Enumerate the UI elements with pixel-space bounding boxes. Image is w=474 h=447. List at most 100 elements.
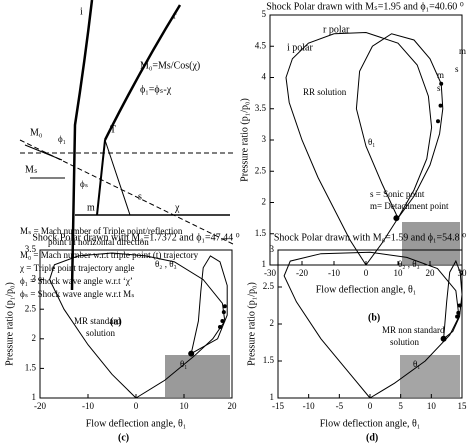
x-tick-label: -20	[34, 401, 46, 411]
y-tick-label: 1.5	[263, 355, 275, 365]
panel-label: (c)	[118, 432, 129, 443]
label: i	[80, 6, 83, 17]
chart-title: Shock Polar drawn with Mₛ=1.95 and ϕ₁=40…	[266, 1, 463, 12]
x-tick-label: 0	[134, 401, 139, 411]
point	[456, 310, 461, 315]
point	[393, 215, 400, 222]
y-tick-label: 1.5	[255, 228, 267, 238]
annotation: θ₁	[413, 359, 420, 369]
arrow-m0	[24, 144, 63, 161]
label: M₀	[30, 127, 43, 138]
y-axis-label: Pressure ratio (p₁/p₀)	[4, 282, 15, 366]
incident-shock	[70, 0, 94, 291]
x-tick-label: -20	[296, 268, 308, 278]
polar-curve	[285, 31, 433, 266]
series-label: r polar	[323, 24, 350, 35]
x-axis-label: Flow deflection angle, θ₁	[86, 418, 186, 429]
x-tick-label: 10	[180, 401, 190, 411]
x-tick-label: -5	[336, 401, 344, 411]
y-tick-label: 4	[262, 72, 267, 82]
y-axis-label: Pressure ratio (p₁/p₀)	[239, 98, 250, 182]
chart-title: Shock Polar drawn with M₀=1.7372 and ϕ₁=…	[32, 232, 239, 243]
y-tick-label: 1	[262, 259, 267, 269]
x-axis-label: Flow deflection angle, θ₁	[316, 284, 416, 295]
inset-photo	[400, 355, 460, 397]
legend-line: Mₛ = Mach number of Triple point/reflect…	[20, 226, 183, 236]
y-tick-label: 2.5	[263, 281, 275, 291]
x-tick-label: 15	[458, 401, 468, 411]
legend-line: M₀ = Mach number w.r.t triple point (t) …	[20, 250, 199, 260]
slip-line	[104, 139, 131, 216]
x-axis-label: Flow deflection angle, θ₁	[320, 418, 420, 429]
equation: M₀=Ms/Cos(χ)	[140, 60, 200, 71]
y-tick-label: 2.5	[25, 303, 37, 313]
y-tick-label: 3	[262, 134, 267, 144]
y-tick-label: 3	[270, 244, 275, 254]
label: ϕₛ	[80, 179, 88, 189]
annotation: solution	[390, 337, 420, 347]
label: T	[110, 124, 116, 135]
label: m	[87, 202, 95, 213]
point	[457, 303, 462, 308]
x-tick-label: -30	[264, 268, 276, 278]
point	[440, 335, 447, 342]
point	[222, 304, 227, 309]
y-tick-label: 5	[262, 9, 267, 19]
y-tick-label: 3.5	[255, 103, 267, 113]
polar-curve	[283, 251, 460, 399]
point	[439, 81, 444, 86]
y-tick-label: 2	[32, 333, 37, 343]
annotation: θ₂ , θ₃	[398, 259, 420, 269]
diagram-text: i r M₀ ϕ₁ T Mₛ ϕₛ m s χ M₀=Ms/Cos(χ) ϕ₁=…	[19, 6, 200, 327]
x-tick-label: 10	[394, 268, 404, 278]
x-tick-label: 10	[427, 401, 437, 411]
label: s	[138, 191, 142, 202]
panel-label: (b)	[368, 312, 380, 323]
label: Mₛ	[25, 164, 38, 175]
annotation: s = Sonic point	[370, 189, 425, 199]
legend-line: ϕ₁ = Shock wave angle w.r.t ‘χ’	[20, 276, 133, 286]
chart-title: Shock Polar drawn with M₀=1.59 and ϕ₁=54…	[274, 232, 466, 243]
polar-curve	[190, 255, 228, 355]
label: χ	[174, 202, 180, 213]
x-tick-label: 0	[364, 268, 369, 278]
polar-curve	[443, 259, 463, 340]
x-tick-label: 20	[426, 268, 436, 278]
annotation: θ₂ , θ₃	[155, 259, 177, 269]
inset-photo	[165, 355, 230, 397]
y-tick-label: 2	[270, 318, 275, 328]
mach-stem	[96, 139, 106, 216]
annotation: RR solution	[303, 87, 347, 97]
label: r	[173, 10, 177, 21]
annotation: θ₁	[180, 359, 187, 369]
point	[438, 103, 443, 108]
point	[455, 314, 460, 319]
point	[220, 319, 225, 324]
legend-line: ϕₛ = Shock wave angle w.r.t Mₛ	[20, 289, 134, 299]
annotation: m	[459, 46, 466, 56]
series-label: i polar	[287, 42, 313, 53]
point	[436, 119, 440, 124]
x-tick-label: -10	[303, 401, 315, 411]
x-tick-label: -15	[272, 401, 284, 411]
x-tick-label: 0	[368, 401, 373, 411]
x-tick-label: -10	[328, 268, 340, 278]
diagram	[19, 0, 236, 291]
reflected-shock	[103, 4, 182, 141]
y-tick-label: 2.5	[255, 165, 267, 175]
x-tick-label: 5	[398, 401, 403, 411]
annotation: m= Detachment point	[370, 201, 449, 211]
y-axis-label: Pressure ratio (p₁/p₀)	[246, 282, 257, 366]
annotation: MR standard	[74, 316, 121, 326]
label: ϕ₁	[58, 134, 66, 144]
y-tick-label: 4.5	[255, 40, 267, 50]
y-tick-label: 1	[270, 392, 275, 402]
point	[188, 350, 195, 357]
x-tick-label: -10	[82, 401, 94, 411]
panel-label: (d)	[366, 432, 378, 443]
legend-line: point in horizontal direction	[48, 237, 149, 247]
y-tick-label: 2	[262, 197, 267, 207]
y-tick-label: 1.5	[25, 362, 37, 372]
point	[221, 310, 226, 315]
